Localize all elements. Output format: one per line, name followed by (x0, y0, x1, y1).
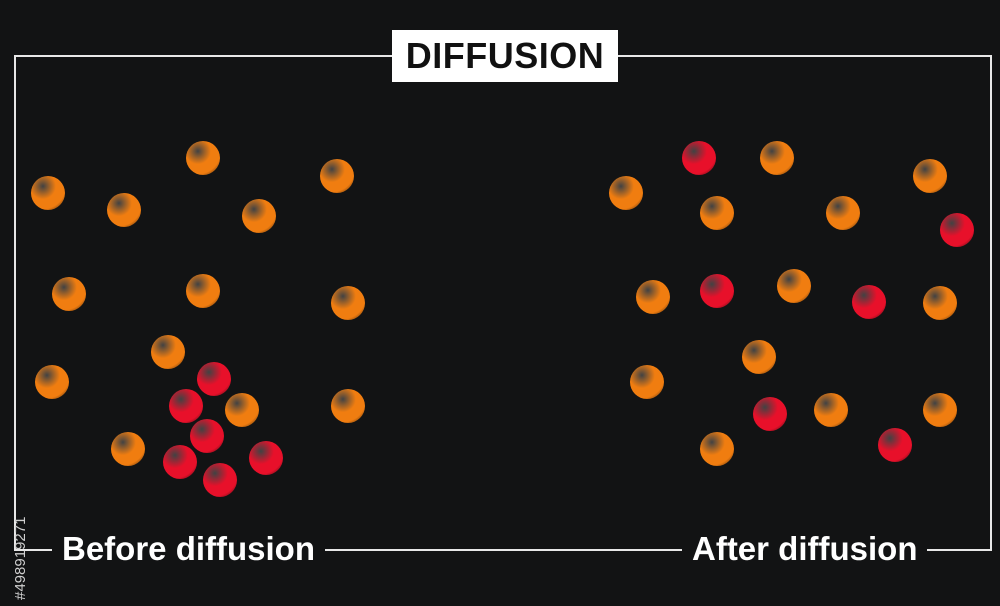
solute-particle-before (169, 389, 203, 423)
solvent-particle-after (700, 196, 734, 230)
solvent-particle-before (111, 432, 145, 466)
solute-particle-after (753, 397, 787, 431)
solute-particle-after (700, 274, 734, 308)
solvent-particle-after (630, 365, 664, 399)
label-before-diffusion: Before diffusion (52, 528, 325, 570)
frame-left (14, 55, 16, 551)
solvent-particle-before (331, 389, 365, 423)
solvent-particle-before (52, 277, 86, 311)
frame-top-right (618, 55, 992, 57)
solute-particle-after (852, 285, 886, 319)
solvent-particle-after (923, 286, 957, 320)
watermark-id: #498919271 (12, 516, 29, 600)
solute-particle-after (940, 213, 974, 247)
diagram-title: DIFFUSION (405, 35, 605, 76)
solute-particle-before (249, 441, 283, 475)
solvent-particle-before (31, 176, 65, 210)
solvent-particle-after (760, 141, 794, 175)
solvent-particle-after (700, 432, 734, 466)
frame-right (990, 55, 992, 551)
solute-particle-before (197, 362, 231, 396)
solute-particle-before (203, 463, 237, 497)
solvent-particle-after (636, 280, 670, 314)
solvent-particle-after (742, 340, 776, 374)
solute-particle-before (163, 445, 197, 479)
label-after-diffusion: After diffusion (682, 528, 928, 570)
solvent-particle-before (186, 141, 220, 175)
solvent-particle-before (107, 193, 141, 227)
title-box: DIFFUSION (392, 30, 618, 82)
solvent-particle-before (225, 393, 259, 427)
solvent-particle-after (777, 269, 811, 303)
solvent-particle-before (320, 159, 354, 193)
solute-particle-after (682, 141, 716, 175)
solvent-particle-after (913, 159, 947, 193)
solvent-particle-before (242, 199, 276, 233)
solvent-particle-before (331, 286, 365, 320)
solvent-particle-after (826, 196, 860, 230)
solute-particle-before (190, 419, 224, 453)
solvent-particle-before (151, 335, 185, 369)
frame-top-left (14, 55, 392, 57)
solvent-particle-before (35, 365, 69, 399)
solvent-particle-before (186, 274, 220, 308)
solvent-particle-after (814, 393, 848, 427)
solvent-particle-after (609, 176, 643, 210)
frame-bottom (14, 549, 992, 551)
solute-particle-after (878, 428, 912, 462)
solvent-particle-after (923, 393, 957, 427)
